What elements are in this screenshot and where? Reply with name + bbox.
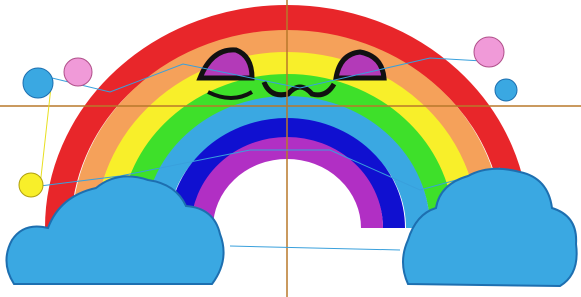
embroidery-preview	[0, 0, 581, 297]
pink-balloon	[474, 37, 504, 67]
yellow-balloon	[19, 173, 43, 197]
pink-balloon	[64, 58, 92, 86]
page	[0, 0, 581, 297]
blue-balloon	[495, 79, 517, 101]
blue-balloon	[23, 68, 53, 98]
